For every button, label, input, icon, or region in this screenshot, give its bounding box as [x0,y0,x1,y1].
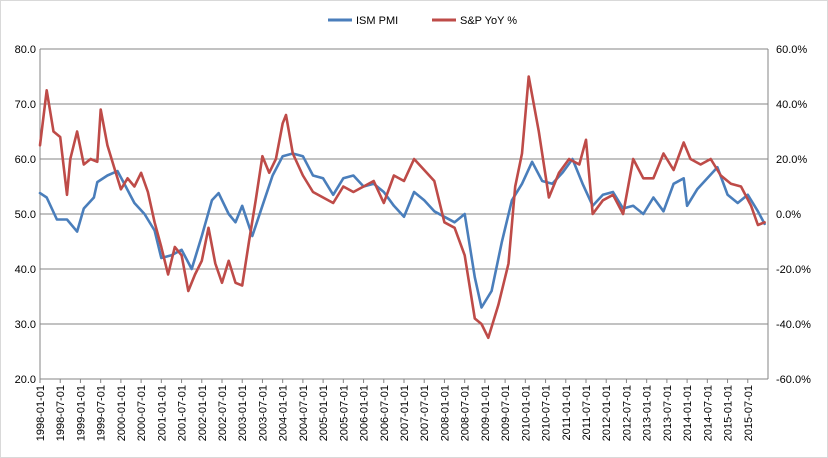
axes [39,49,769,383]
x-axis-tick-label: 2009-07-01 [500,385,512,441]
x-axis-tick-label: 1998-07-01 [55,385,67,441]
left-axis-tick-label: 30.0 [15,319,36,331]
x-axis-tick-label: 2008-01-01 [439,385,451,441]
x-axis-tick-label: 2015-07-01 [743,385,755,441]
left-axis-tick-labels: 20.0 30.0 40.0 50.0 60.0 70.0 80.0 [15,44,36,386]
x-axis-tick-label: 2007-01-01 [399,385,411,441]
x-axis-tick-label: 2003-01-01 [237,385,249,441]
x-axis-tick-label: 2014-07-01 [702,385,714,441]
series-line-ism-pmi [38,152,766,309]
x-axis-tick-label: 2011-01-01 [561,385,573,440]
series-line-sp-yoy [38,75,766,340]
right-axis-tick-label: 0.0% [776,209,801,221]
legend: ISM PMI S&P YoY % [328,15,517,27]
x-axis-tick-label: 2014-01-01 [682,385,694,441]
x-axis-tick-label: 2000-01-01 [116,385,128,441]
right-axis-tick-label: -60.0% [776,374,811,386]
x-axis-tick-label: 2005-01-01 [318,385,330,441]
right-axis-tick-labels: -60.0% -40.0% -20.0% 0.0% 20.0% 40.0% 60.0% [776,44,811,386]
right-axis-tick-label: 60.0% [776,44,807,56]
x-axis-tick-label: 2004-01-01 [278,385,290,441]
x-axis-tick-label: 1999-01-01 [75,385,87,441]
left-axis-tick-label: 40.0 [15,264,36,276]
x-axis-tick-label: 2006-01-01 [359,385,371,441]
x-axis-tick-label: 2012-07-01 [621,385,633,441]
x-axis-tick-label: 1999-07-01 [96,385,108,441]
left-axis-tick-label: 70.0 [15,99,36,111]
x-axis-tick-label: 2000-07-01 [136,385,148,441]
left-axis-tick-label: 60.0 [15,154,36,166]
x-axis-tick-label: 2002-01-01 [197,385,209,441]
x-axis-tick-label: 2006-07-01 [379,385,391,441]
x-axis-tick-label: 2008-07-01 [460,385,472,441]
x-axis-tick-label: 2005-07-01 [338,385,350,441]
x-axis-tick-label: 2013-01-01 [642,385,654,441]
right-axis-tick-label: -20.0% [776,264,811,276]
right-axis-tick-label: 40.0% [776,99,807,111]
gridlines [40,48,768,325]
legend-label: ISM PMI [356,15,398,27]
x-axis-tick-label: 2013-07-01 [662,385,674,441]
right-axis-tick-label: 20.0% [776,154,807,166]
x-axis-tick-label: 2012-01-01 [601,385,613,441]
x-axis-tick-label: 2009-01-01 [480,385,492,441]
left-axis-tick-label: 80.0 [15,44,36,56]
x-axis-tick-label: 2004-07-01 [298,385,310,441]
x-axis-tick-label: 2003-07-01 [257,385,269,441]
left-axis-tick-label: 20.0 [15,374,36,386]
series-lines [38,75,766,340]
left-axis-tick-label: 50.0 [15,209,36,221]
x-axis-tick-label: 2007-07-01 [419,385,431,441]
x-axis-tick-label: 2015-01-01 [723,385,735,441]
x-axis-tick-label: 2001-07-01 [177,385,189,441]
x-axis-tick-label: 2011-07-01 [581,385,593,440]
x-axis-tick-label: 2010-07-01 [541,385,553,441]
right-axis-tick-label: -40.0% [776,319,811,331]
x-axis-tick-label: 2010-01-01 [520,385,532,441]
x-axis-tick-label: 2001-01-01 [156,385,168,441]
x-axis-tick-label: 2002-07-01 [217,385,229,441]
legend-label: S&P YoY % [460,15,517,27]
x-axis-tick-labels: 1998-01-01 1998-07-01 1999-01-01 1999-07-01… [35,385,755,441]
x-axis-tick-label: 1998-01-01 [35,385,47,441]
